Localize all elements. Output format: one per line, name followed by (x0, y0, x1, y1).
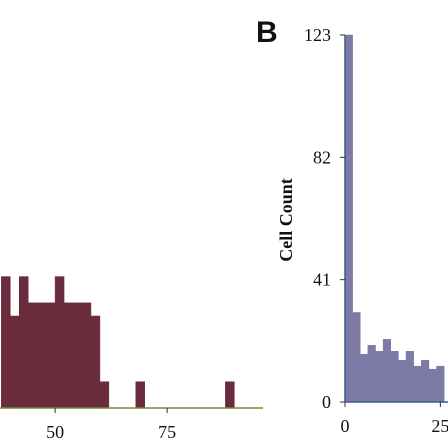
y-axis-title: Cell Count (276, 178, 296, 262)
bar (225, 381, 235, 409)
bar (36, 302, 47, 409)
bar (344, 34, 353, 403)
bar (413, 365, 422, 403)
bar (81, 302, 92, 409)
bar (10, 315, 20, 409)
x-tick-label: 75 (158, 422, 176, 442)
bar (1, 276, 11, 409)
bar (72, 302, 83, 409)
bar (99, 381, 110, 409)
bar (54, 276, 65, 409)
bar (135, 381, 145, 409)
y-tick-label: 82 (313, 147, 331, 167)
bar (367, 345, 376, 403)
panel-label: B (256, 16, 278, 49)
bar (63, 302, 74, 409)
y-tick-label: 0 (322, 392, 331, 412)
x-tick-label: 0 (341, 416, 350, 436)
bar (398, 359, 407, 403)
bar (27, 302, 38, 409)
bar (436, 365, 445, 403)
bar (382, 339, 392, 403)
bar (45, 302, 56, 409)
x-tick-label: 25 (431, 416, 448, 436)
y-tick-label: 123 (304, 25, 331, 45)
bar (390, 351, 399, 403)
x-tick-label: 50 (46, 422, 64, 442)
y-tick-label: 41 (313, 270, 331, 290)
bar (90, 315, 101, 409)
bar (405, 351, 414, 403)
bar (352, 312, 361, 403)
bar (428, 368, 437, 403)
bar (360, 354, 369, 403)
bar (375, 351, 384, 403)
bar (19, 276, 29, 409)
bar (421, 359, 430, 403)
